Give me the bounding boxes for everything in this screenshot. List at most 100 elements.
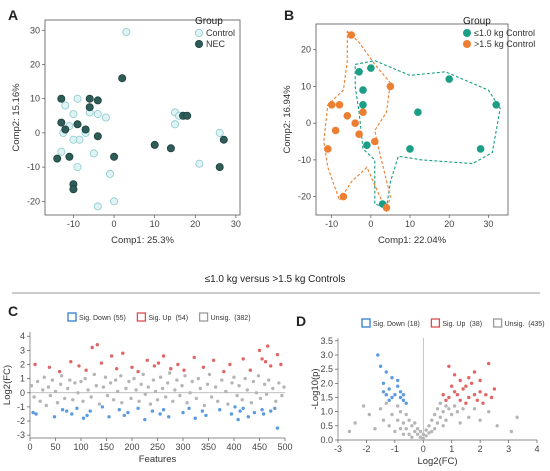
data-point-1-0-kg-control: [359, 86, 367, 94]
x-tick-label: 30: [231, 219, 241, 229]
data-point-nec: [53, 154, 62, 163]
data-point-unsig: [390, 412, 394, 417]
legend-swatch: [492, 318, 503, 328]
y-axis-label: Log2(FC): [2, 365, 13, 405]
y-tick-label: 10: [301, 81, 311, 91]
data-point-unsig: [243, 376, 247, 381]
data-point-sig-up: [248, 368, 252, 372]
legend-swatch: [198, 312, 209, 322]
data-point-unsig: [410, 424, 414, 428]
data-point-unsig: [50, 378, 55, 382]
data-point-sig-down: [81, 416, 86, 420]
legend-count: (55): [113, 315, 125, 322]
data-point-1-0-kg-control: [492, 101, 501, 109]
x-tick-label: 0: [421, 444, 426, 454]
data-point-sig-down: [75, 406, 79, 410]
y-tick-label: 10: [30, 94, 40, 104]
x-tick-label: 30: [483, 219, 493, 229]
data-point-unsig: [196, 376, 200, 381]
legend-swatch: [194, 28, 203, 37]
data-point-unsig: [137, 399, 141, 403]
data-point-control: [106, 169, 115, 178]
data-point-unsig: [48, 393, 53, 398]
data-point-sig-up: [90, 345, 94, 350]
data-point-sig-up: [467, 376, 471, 380]
data-point-sig-down: [100, 405, 105, 409]
y-tick-label: -20: [27, 196, 40, 206]
x-tick-label: 0: [368, 219, 373, 229]
data-point-sig-down: [384, 370, 388, 374]
x-tick-label: 2: [478, 444, 483, 454]
data-point-unsig: [92, 372, 97, 377]
data-point-unsig: [280, 393, 284, 398]
data-point-sig-down: [52, 415, 57, 419]
data-point-sig-down: [161, 408, 166, 412]
data-point-sig-up: [182, 368, 186, 372]
data-point-sig-up: [450, 384, 454, 388]
x-tick-label: -10: [325, 219, 338, 229]
data-point-unsig: [478, 418, 482, 422]
data-point-unsig: [134, 388, 138, 392]
x-axis-label: Log2(FC): [417, 456, 457, 467]
data-point-unsig: [396, 418, 400, 422]
data-point-unsig: [141, 372, 145, 377]
data-point-sig-up: [478, 378, 482, 383]
data-point-nec: [57, 94, 66, 103]
data-point-unsig: [42, 375, 46, 379]
data-point-unsig: [139, 382, 143, 386]
data-point-nec: [61, 125, 70, 134]
data-point-nec: [81, 125, 90, 134]
data-point-control: [93, 202, 102, 211]
data-point-nec: [69, 185, 78, 194]
data-point-unsig: [160, 386, 165, 391]
data-point-1-0-kg-control: [414, 108, 422, 116]
panel-letter-a: A: [8, 7, 18, 23]
data-point-unsig: [101, 385, 106, 389]
data-point-1-5-kg-control: [347, 31, 356, 39]
data-point-unsig: [120, 401, 124, 405]
data-point-sig-down: [167, 415, 171, 419]
y-tick-label: 2: [20, 360, 25, 370]
data-point-sig-down: [376, 353, 380, 357]
data-point-sig-up: [176, 362, 180, 367]
legend-title: Group: [195, 16, 223, 27]
legend-label: ≤1.0 kg Control: [474, 28, 535, 38]
data-point-unsig: [413, 429, 417, 434]
data-point-1-5-kg-control: [359, 108, 367, 116]
data-point-sig-up: [130, 365, 134, 369]
data-point-sig-down: [88, 409, 92, 413]
data-point-unsig: [108, 381, 113, 385]
legend-swatch: [430, 318, 441, 328]
data-point-unsig: [407, 418, 411, 422]
y-tick-label: 4: [20, 331, 25, 341]
data-point-unsig: [202, 403, 207, 408]
panel-letter-d: D: [296, 313, 306, 329]
data-point-1-0-kg-control: [355, 68, 363, 76]
data-point-unsig: [433, 427, 437, 431]
data-point-sig-up: [47, 365, 52, 369]
data-point-sig-down: [384, 393, 388, 397]
data-point-unsig: [62, 396, 67, 401]
data-point-nec: [118, 74, 127, 83]
y-tick-label: 0: [306, 118, 311, 128]
data-point-unsig: [175, 378, 179, 382]
data-point-sig-up: [481, 401, 485, 405]
x-tick-label: 10: [150, 219, 160, 229]
data-point-unsig: [173, 388, 177, 392]
data-point-sig-up: [447, 395, 451, 400]
y-tick-label: -1: [17, 402, 25, 412]
legend-label: Unsig.: [505, 321, 525, 328]
legend-label: Unsig.: [211, 315, 231, 322]
data-point-unsig: [472, 407, 477, 411]
data-point-nec: [183, 111, 192, 120]
legend-count: (382): [234, 315, 250, 322]
panel-letter-b: B: [284, 7, 294, 23]
data-point-sig-up: [452, 390, 457, 394]
data-point-unsig: [29, 384, 34, 388]
data-point-unsig: [158, 375, 163, 379]
legend-label: Sig. Up: [148, 315, 171, 322]
data-point-1-5-kg-control: [327, 101, 336, 109]
data-point-control: [122, 27, 131, 36]
data-point-sig-down: [181, 410, 185, 415]
